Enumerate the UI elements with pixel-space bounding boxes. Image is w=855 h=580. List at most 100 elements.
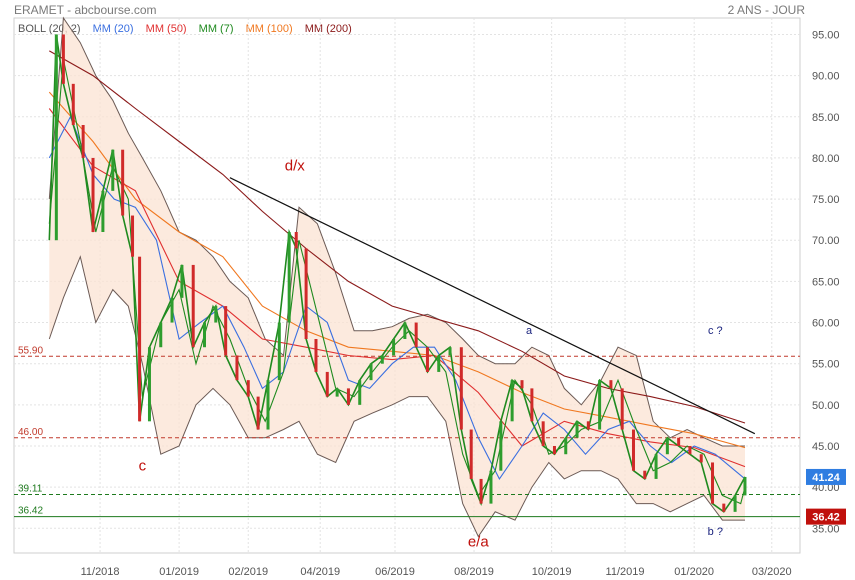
- price-candle: [620, 388, 624, 430]
- price-candle: [294, 232, 298, 249]
- price-candle: [61, 34, 65, 84]
- y-tick-label: 40.00: [812, 482, 840, 494]
- price-candle: [733, 495, 737, 512]
- price-candle: [631, 429, 635, 471]
- price-candle: [552, 446, 556, 455]
- bollinger-lower: [48, 255, 745, 538]
- price-candle: [224, 306, 228, 356]
- x-axis: 11/2018 01/2019 02/2019 04/2019 06/2019 08/20…: [81, 566, 792, 578]
- x-tick-label: 01/2019: [159, 566, 199, 578]
- plot-frame: [13, 17, 801, 554]
- y-tick-label: 65.00: [812, 276, 840, 288]
- price-candle: [564, 437, 568, 455]
- y-tick-label: 55.00: [812, 359, 840, 371]
- price-candle: [677, 437, 681, 446]
- price-candle: [358, 380, 362, 405]
- y-axis: 95.00 90.00 85.00 80.00 75.00 70.00 65.00 60.00…: [812, 29, 840, 535]
- price-candle: [510, 380, 514, 422]
- price-candle: [520, 380, 524, 389]
- price-tag-label: 36.42: [812, 512, 840, 524]
- y-tick-label: 80.00: [812, 153, 840, 165]
- period-label: 2 ANS - JOUR: [727, 3, 805, 17]
- chart-title: ERAMET - abcbourse.com: [14, 3, 157, 17]
- price-candle: [54, 34, 58, 241]
- price-candle: [575, 421, 579, 438]
- price-candle: [425, 347, 429, 372]
- level-label: 39.11: [18, 483, 43, 494]
- price-candle: [414, 322, 418, 348]
- price-candle: [346, 388, 350, 405]
- y-tick-label: 45.00: [812, 441, 840, 453]
- bollinger-upper: [48, 16, 745, 447]
- price-candle: [304, 248, 308, 339]
- level-label: 55.90: [18, 345, 43, 356]
- wave-annotation: d/x: [285, 157, 306, 174]
- legend-mm200: MM (200): [304, 23, 352, 35]
- resistance-trendline: [229, 177, 756, 435]
- price-candle: [170, 297, 174, 323]
- wave-annotation: e/a: [468, 533, 490, 550]
- price-candle: [121, 149, 125, 216]
- level-lines: 55.90 46.00 39.11 36.42: [14, 345, 800, 518]
- price-candle: [743, 476, 747, 496]
- y-tick-label: 90.00: [812, 71, 840, 83]
- price-candle: [256, 396, 260, 430]
- trendline: [229, 177, 756, 435]
- price-candle: [214, 306, 218, 323]
- price-candle: [159, 322, 163, 348]
- price-candle: [654, 454, 658, 479]
- price-candle: [479, 478, 483, 504]
- wave-annotation: c: [139, 458, 147, 475]
- y-tick-label: 85.00: [812, 112, 840, 124]
- price-candle: [392, 339, 396, 356]
- price-candle: [335, 388, 339, 397]
- x-tick-label: 04/2019: [300, 566, 340, 578]
- x-tick-label: 08/2019: [454, 566, 494, 578]
- annotations: d/x c e/a a c ? b ?: [139, 157, 723, 550]
- price-candle: [598, 380, 602, 430]
- y-tick-label: 95.00: [812, 29, 840, 41]
- price-candle: [711, 462, 715, 504]
- price-candle: [81, 125, 85, 158]
- series-line-mm-7: [48, 59, 746, 505]
- x-tick-label: 01/2020: [674, 566, 714, 578]
- level-label: 36.42: [18, 506, 43, 517]
- price-candle: [147, 347, 151, 422]
- price-tag-label: 41.24: [812, 472, 840, 484]
- price-candle: [71, 83, 75, 125]
- y-tick-label: 70.00: [812, 235, 840, 247]
- price-tag-box: [806, 468, 846, 485]
- price-candle: [287, 232, 291, 323]
- legend-mm100: MM (100): [245, 23, 293, 35]
- wave-annotation: b ?: [708, 526, 723, 538]
- price-tags: 41.24 36.42: [806, 468, 846, 525]
- wave-annotation: a: [526, 325, 533, 337]
- price-candle: [665, 437, 669, 455]
- price-candle: [459, 347, 463, 430]
- price-candle: [246, 380, 250, 397]
- price-candle: [191, 264, 195, 348]
- price-candle: [203, 322, 207, 348]
- legend-mm20: MM (20): [92, 23, 134, 35]
- price-candle: [722, 503, 726, 512]
- bollinger-fill: [49, 18, 746, 537]
- price-candle: [235, 355, 239, 381]
- y-tick-label: 50.00: [812, 400, 840, 412]
- price-candle: [369, 363, 373, 381]
- x-tick-label: 10/2019: [532, 566, 572, 578]
- price-candle: [688, 446, 692, 455]
- price-candle: [180, 264, 184, 298]
- price-candle: [489, 470, 493, 504]
- price-candle: [111, 149, 115, 191]
- x-tick-label: 02/2019: [228, 566, 268, 578]
- y-tick-label: 75.00: [812, 194, 840, 206]
- series-line-mm-50: [48, 108, 746, 468]
- price-candle: [266, 380, 270, 430]
- price-candle: [643, 470, 647, 479]
- price-candle: [131, 215, 135, 257]
- x-tick-label: 11/2018: [81, 566, 120, 578]
- price-candle: [699, 454, 703, 463]
- price-candle: [380, 355, 384, 364]
- y-tick-label: 60.00: [812, 318, 840, 330]
